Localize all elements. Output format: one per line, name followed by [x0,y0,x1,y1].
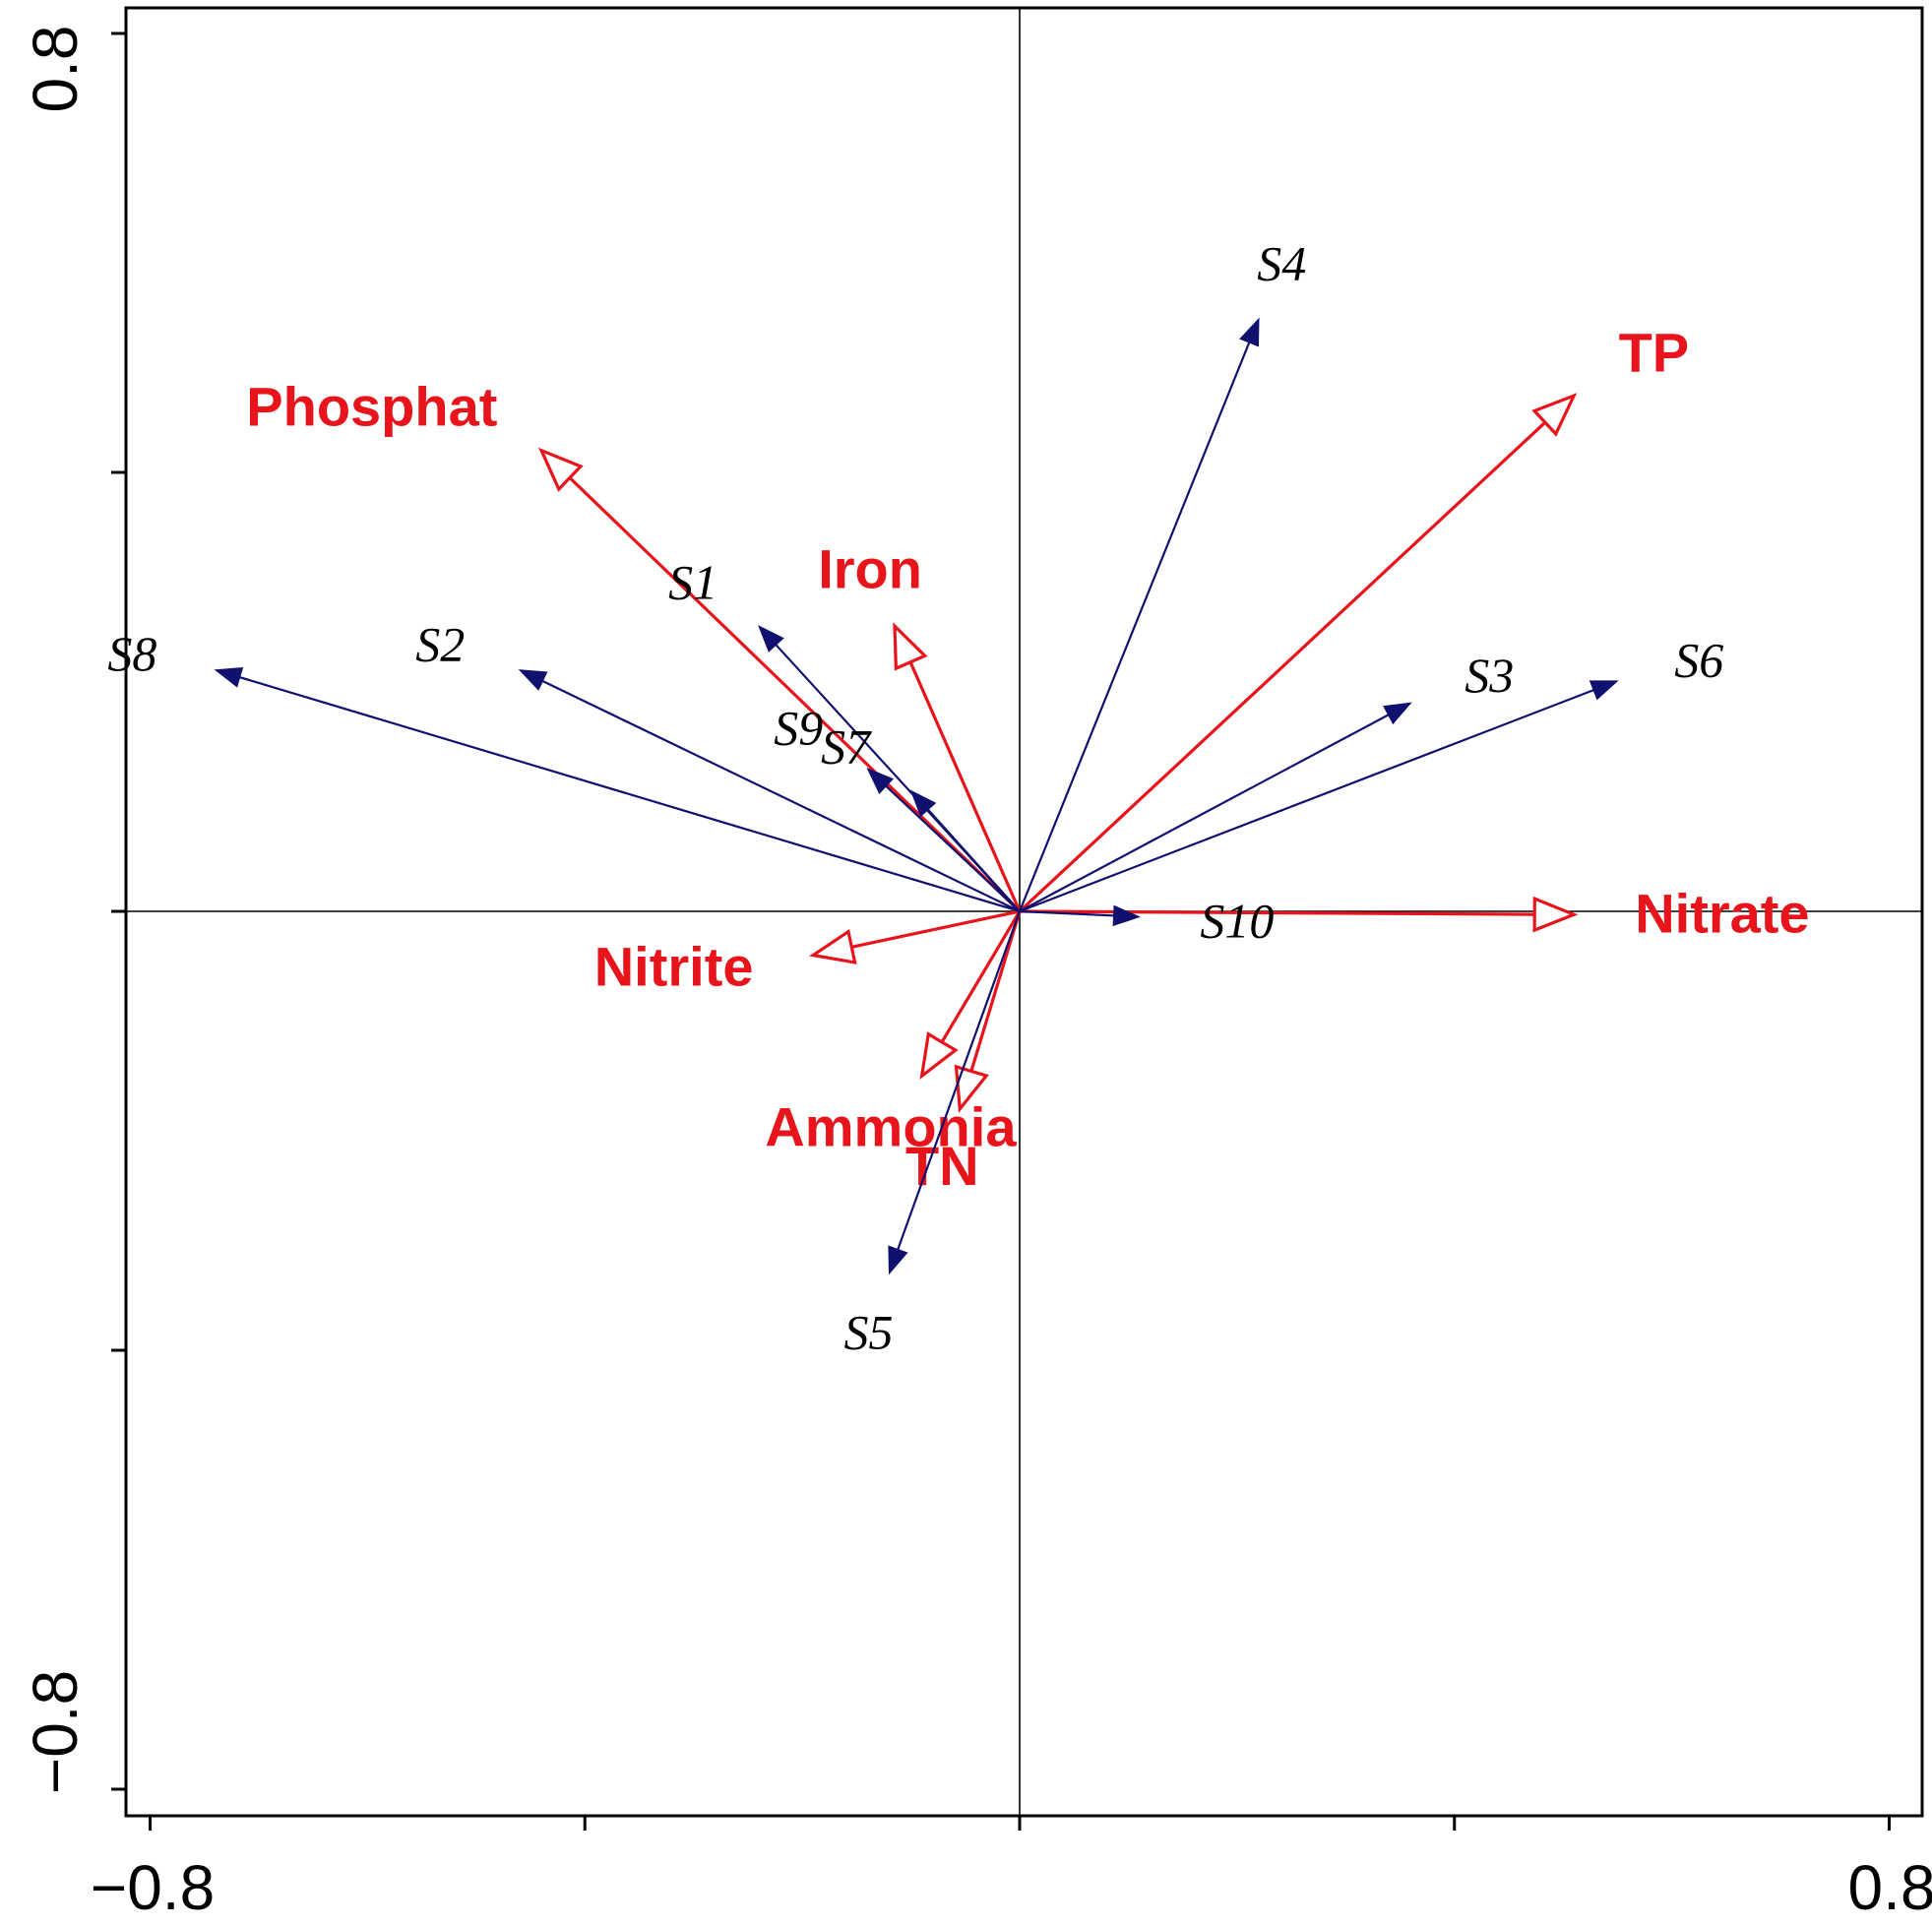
environment-vector-nitrate [1019,909,1535,916]
species-vector-s4 [1018,330,1256,912]
species-arrowhead-s1 [758,625,784,653]
x-tick-label-min: −0.8 [91,1852,215,1923]
species-vectors: S1 S2 S3 S4 S5 S6 S7 S8 S9 S10 [107,235,1723,1359]
species-vector-s5 [892,910,1022,1263]
species-label-s3: S3 [1465,648,1514,703]
species-arrowhead-s9 [866,768,895,794]
y-tick-label-max: 0.8 [20,26,91,113]
environment-vector-tp [1018,421,1547,913]
environment-label-nitrite: Nitrite [594,936,754,998]
environment-arrowhead-iron [893,622,928,671]
environment-label-tp: TP [1619,322,1690,384]
y-tick-label-min: −0.8 [20,1670,91,1794]
species-label-s1: S1 [668,554,717,609]
environment-vector-phosphat [568,476,1022,913]
species-label-s2: S2 [415,617,465,672]
species-label-s10: S10 [1200,893,1274,948]
species-label-s4: S4 [1257,235,1306,290]
species-arrowhead-s4 [1239,317,1260,347]
species-vector-s7 [918,799,1021,912]
species-label-s9: S9 [774,701,823,756]
environment-label-ammonia: Ammonia [765,1096,1017,1158]
species-arrowhead-s2 [518,669,548,691]
species-label-s7: S7 [821,718,872,774]
species-label-s5: S5 [844,1304,894,1359]
environment-label-tn: TN [905,1135,979,1197]
environment-arrowhead-nitrite [808,928,857,964]
environment-arrowhead-tn [954,1064,989,1113]
species-arrowhead-s10 [1112,904,1141,927]
environment-vector-iron [908,661,1022,912]
species-arrowhead-s3 [1383,702,1412,725]
axis-ticks [111,31,1891,1831]
environment-vector-ammonia [940,910,1022,1043]
environment-label-phosphat: Phosphat [246,376,497,438]
environment-vector-nitrite [850,909,1021,949]
species-vector-s9 [876,777,1021,912]
species-vector-s2 [530,674,1021,912]
environment-vector-tn [969,910,1022,1072]
environment-arrowhead-ammonia [919,1031,959,1081]
species-vector-s8 [226,672,1021,913]
species-label-s6: S6 [1674,633,1723,688]
environment-label-nitrate: Nitrate [1635,883,1809,945]
species-arrowhead-s5 [888,1245,908,1275]
environment-arrowhead-tp [1531,393,1578,437]
species-vector-s10 [1019,909,1127,918]
x-tick-label-max: 0.8 [1848,1852,1932,1923]
species-vector-s3 [1019,708,1401,912]
species-arrowhead-s7 [909,789,937,818]
species-arrowhead-s6 [1589,680,1619,701]
environment-arrowhead-phosphat [538,447,584,492]
species-arrowhead-s8 [214,667,244,688]
environment-label-iron: Iron [818,537,922,599]
species-vector-s6 [1019,684,1606,913]
species-label-s8: S8 [107,626,156,681]
environment-arrowhead-nitrate [1532,896,1579,933]
